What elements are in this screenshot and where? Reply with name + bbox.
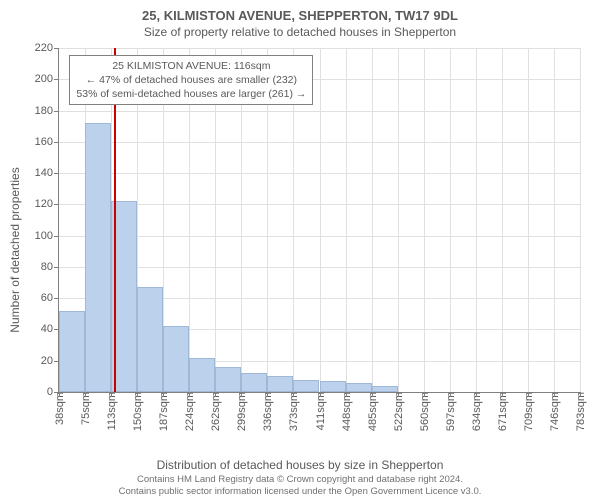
gridline-v	[320, 48, 321, 392]
gridline-v	[372, 48, 373, 392]
histogram-bar	[163, 326, 189, 392]
x-tick-label: 522sqm	[391, 392, 405, 431]
gridline-v	[580, 48, 581, 392]
annotation-line: 25 KILMISTON AVENUE: 116sqm	[76, 59, 306, 73]
gridline-v	[450, 48, 451, 392]
y-tick-mark	[54, 48, 59, 49]
y-tick-label: 160	[9, 136, 59, 148]
histogram-bar	[267, 376, 293, 392]
gridline-v	[424, 48, 425, 392]
y-tick-mark	[54, 236, 59, 237]
y-tick-mark	[54, 111, 59, 112]
chart-title: 25, KILMISTON AVENUE, SHEPPERTON, TW17 9…	[0, 0, 600, 23]
histogram-bar	[372, 386, 398, 392]
gridline-v	[554, 48, 555, 392]
x-tick-mark	[241, 392, 242, 397]
x-tick-mark	[163, 392, 164, 397]
chart-subtitle: Size of property relative to detached ho…	[0, 23, 600, 39]
x-tick-label: 560sqm	[417, 392, 431, 431]
y-tick-label: 220	[9, 42, 59, 54]
y-axis-label: Number of detached properties	[8, 167, 22, 332]
y-tick-mark	[54, 298, 59, 299]
x-tick-mark	[372, 392, 373, 397]
y-tick-mark	[54, 79, 59, 80]
x-tick-mark	[189, 392, 190, 397]
x-tick-mark	[580, 392, 581, 397]
x-axis-label: Distribution of detached houses by size …	[0, 458, 600, 472]
y-tick-mark	[54, 267, 59, 268]
y-tick-mark	[54, 173, 59, 174]
x-tick-mark	[215, 392, 216, 397]
histogram-bar	[215, 367, 241, 392]
x-tick-label: 336sqm	[260, 392, 274, 431]
footer-attribution: Contains HM Land Registry data © Crown c…	[0, 474, 600, 497]
histogram-bar	[346, 383, 372, 392]
footer-line: Contains HM Land Registry data © Crown c…	[0, 474, 600, 485]
x-tick-label: 448sqm	[339, 392, 353, 431]
annotation-line: 53% of semi-detached houses are larger (…	[76, 87, 306, 101]
x-tick-mark	[554, 392, 555, 397]
histogram-bar	[241, 373, 267, 392]
x-tick-label: 411sqm	[313, 392, 327, 430]
y-tick-label: 60	[9, 292, 59, 304]
gridline-v	[346, 48, 347, 392]
y-tick-label: 140	[9, 167, 59, 179]
x-tick-label: 224sqm	[182, 392, 196, 431]
y-tick-label: 120	[9, 198, 59, 210]
x-tick-label: 746sqm	[547, 392, 561, 431]
x-tick-label: 113sqm	[104, 392, 118, 430]
annotation-line: ← 47% of detached houses are smaller (23…	[76, 73, 306, 87]
histogram-bar	[293, 380, 319, 393]
x-tick-mark	[476, 392, 477, 397]
gridline-v	[476, 48, 477, 392]
x-tick-mark	[502, 392, 503, 397]
histogram-bar	[320, 381, 346, 392]
histogram-bar	[189, 358, 215, 392]
x-tick-mark	[59, 392, 60, 397]
gridline-v	[528, 48, 529, 392]
x-tick-mark	[85, 392, 86, 397]
x-tick-label: 262sqm	[208, 392, 222, 431]
x-tick-label: 709sqm	[521, 392, 535, 431]
x-tick-mark	[398, 392, 399, 397]
x-tick-label: 634sqm	[469, 392, 483, 431]
y-tick-mark	[54, 142, 59, 143]
y-tick-label: 20	[9, 355, 59, 367]
y-tick-label: 80	[9, 261, 59, 273]
x-tick-mark	[267, 392, 268, 397]
y-tick-label: 40	[9, 323, 59, 335]
x-tick-label: 783sqm	[573, 392, 587, 431]
x-tick-label: 671sqm	[495, 392, 509, 431]
chart-plot-area: 02040608010012014016018020022038sqm75sqm…	[58, 48, 580, 393]
histogram-bar	[85, 123, 111, 392]
x-tick-mark	[346, 392, 347, 397]
footer-line: Contains public sector information licen…	[0, 486, 600, 497]
histogram-bar	[59, 311, 85, 392]
gridline-v	[502, 48, 503, 392]
x-tick-label: 150sqm	[130, 392, 144, 431]
x-tick-mark	[137, 392, 138, 397]
x-tick-label: 299sqm	[234, 392, 248, 431]
x-tick-mark	[424, 392, 425, 397]
x-tick-mark	[450, 392, 451, 397]
x-tick-label: 485sqm	[365, 392, 379, 431]
x-tick-label: 187sqm	[156, 392, 170, 431]
y-tick-label: 100	[9, 230, 59, 242]
y-tick-label: 180	[9, 105, 59, 117]
annotation-box: 25 KILMISTON AVENUE: 116sqm← 47% of deta…	[69, 55, 313, 106]
x-tick-mark	[320, 392, 321, 397]
x-tick-mark	[293, 392, 294, 397]
x-tick-mark	[528, 392, 529, 397]
x-tick-mark	[111, 392, 112, 397]
y-tick-mark	[54, 204, 59, 205]
gridline-v	[398, 48, 399, 392]
y-tick-label: 200	[9, 73, 59, 85]
x-tick-label: 597sqm	[443, 392, 457, 431]
histogram-bar	[137, 287, 163, 392]
x-tick-label: 373sqm	[286, 392, 300, 431]
